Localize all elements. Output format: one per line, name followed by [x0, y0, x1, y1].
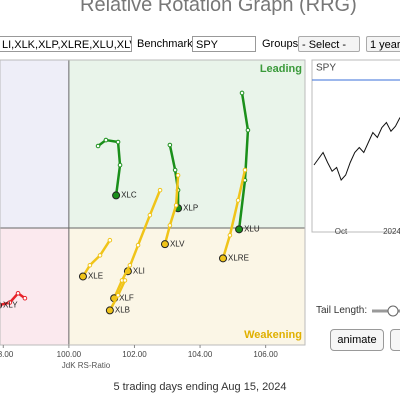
tail-point	[245, 127, 251, 133]
tail-point	[227, 232, 233, 238]
groups-label: Groups:	[262, 38, 302, 50]
benchmark-input[interactable]: SPY	[192, 36, 256, 52]
period-select[interactable]: 1 year	[366, 36, 400, 52]
series-label: XLU	[244, 224, 260, 233]
series-label: XLE	[88, 272, 103, 281]
series-label: XLB	[115, 306, 130, 315]
head-point	[78, 272, 87, 281]
quadrant	[0, 228, 69, 345]
tail-point	[147, 212, 153, 218]
head-point	[105, 306, 114, 315]
tail	[163, 175, 180, 245]
tail-point	[122, 278, 128, 283]
mini-label: SPY	[316, 63, 336, 74]
tail-point	[15, 290, 21, 296]
quadrant-label: Leading	[260, 63, 302, 75]
tail-point	[115, 139, 121, 145]
benchmark-label: Benchmark:	[137, 38, 196, 50]
tail-point	[175, 173, 181, 178]
tail-point	[95, 143, 101, 149]
tail-point	[22, 295, 28, 301]
quadrant	[68, 228, 305, 345]
x-tick-label: 102.00	[122, 350, 147, 359]
tail	[221, 169, 247, 259]
tail	[126, 189, 162, 272]
footer: 5 trading days ending Aug 15, 2024	[113, 381, 287, 393]
slider-knob[interactable]	[387, 305, 399, 317]
quadrant	[68, 60, 305, 229]
tail-point	[117, 162, 123, 168]
symbols-input[interactable]: LI,XLK,XLP,XLRE,XLU,XLV,XL	[0, 36, 132, 52]
animate-button[interactable]: animate	[330, 329, 384, 351]
plot-border	[0, 59, 306, 346]
tail-point	[172, 167, 178, 173]
tail-point	[167, 142, 173, 148]
groups-select[interactable]: - Select -	[298, 36, 360, 52]
tail-point	[235, 198, 241, 203]
tail	[81, 239, 111, 278]
button[interactable]	[390, 329, 400, 351]
series-label: XLY	[3, 301, 18, 310]
mini-x-label: 2024	[383, 227, 400, 236]
toolbar: LI,XLK,XLP,XLRE,XLU,XLV,XL Benchmark: SP…	[0, 36, 400, 54]
tail-point	[97, 253, 103, 258]
series-label: XLC	[121, 191, 137, 200]
tail-point	[173, 203, 179, 208]
x-tick-label: 98.00	[0, 350, 14, 359]
mini-x-label: Oct	[335, 227, 348, 236]
x-tick-label: 106.00	[253, 350, 278, 359]
tail-point	[127, 262, 133, 268]
head-point	[112, 191, 121, 200]
x-axis-label: JdK RS-Ratio	[62, 361, 111, 370]
tail-point	[103, 137, 109, 143]
tail-point	[115, 292, 121, 298]
series-label: XLRE	[228, 253, 249, 262]
tail-point	[87, 262, 93, 268]
head-point	[160, 240, 169, 249]
tail-point	[157, 187, 163, 193]
mini-price-line	[313, 117, 400, 181]
tail-point	[107, 237, 113, 243]
series-label: XLV	[170, 239, 185, 248]
tail	[237, 92, 250, 230]
quadrant-label: Weakening	[244, 329, 302, 341]
mini-chart: SPY Oct 2024	[311, 59, 400, 236]
plot-area: XLC XLP XLU XLRE XLV XLI XLE XLF XLB XLY	[0, 60, 305, 345]
tail-point	[242, 167, 248, 173]
tail-point	[7, 300, 13, 305]
series-label: XLF	[119, 293, 134, 302]
x-tick-label: 100.00	[57, 350, 82, 359]
series-label: XLP	[183, 203, 198, 212]
tail-point	[167, 223, 173, 228]
head-point	[235, 225, 244, 234]
x-tick-label: 104.00	[188, 350, 213, 359]
mini-frame	[311, 59, 400, 233]
head-point	[219, 254, 228, 263]
tail	[0, 292, 26, 307]
page-title: Relative Rotation Graph (RRG)	[80, 0, 357, 16]
tail-length-label: Tail Length:	[316, 305, 368, 316]
quadrant	[0, 60, 69, 229]
tail-point	[135, 242, 141, 248]
tail-point	[239, 90, 245, 96]
series-label: XLI	[133, 266, 145, 275]
